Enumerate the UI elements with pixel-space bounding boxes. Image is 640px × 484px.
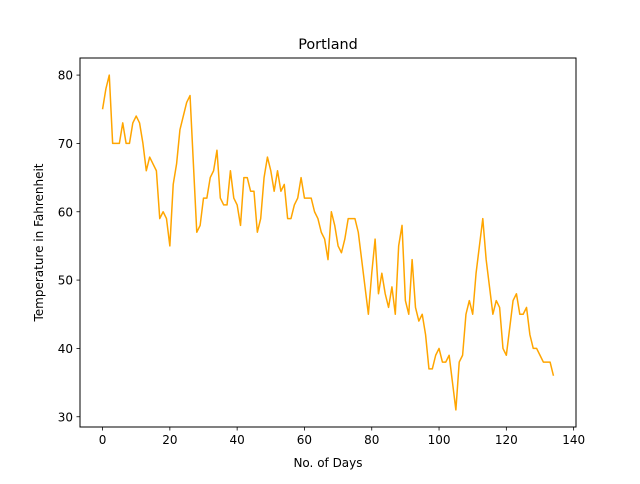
y-tick-label: 50 [58,274,73,288]
plot-frame [79,57,577,428]
chart-title: Portland [298,37,358,53]
x-tick-label: 100 [428,433,451,447]
series-line-0 [101,74,555,411]
x-tick-label: 120 [495,433,518,447]
x-tick-label: 20 [162,433,177,447]
y-tick-label: 80 [58,69,73,83]
x-tick-label: 80 [364,433,379,447]
series-layer [101,74,555,411]
x-tick-label: 0 [99,433,107,447]
y-tick-label: 70 [58,137,73,151]
x-tick-label: 140 [562,433,585,447]
y-axis-label: Temperature in Fahrenheit [32,163,46,322]
x-axis: 0 20 40 60 80 100 120 140 [99,427,585,447]
y-tick-label: 30 [58,410,73,424]
x-axis-label: No. of Days [293,456,362,470]
x-tick-label: 40 [230,433,245,447]
y-axis: 30 40 50 60 70 80 [58,69,80,424]
y-tick-label: 60 [58,205,73,219]
x-tick-label: 60 [297,433,312,447]
y-tick-label: 40 [58,342,73,356]
